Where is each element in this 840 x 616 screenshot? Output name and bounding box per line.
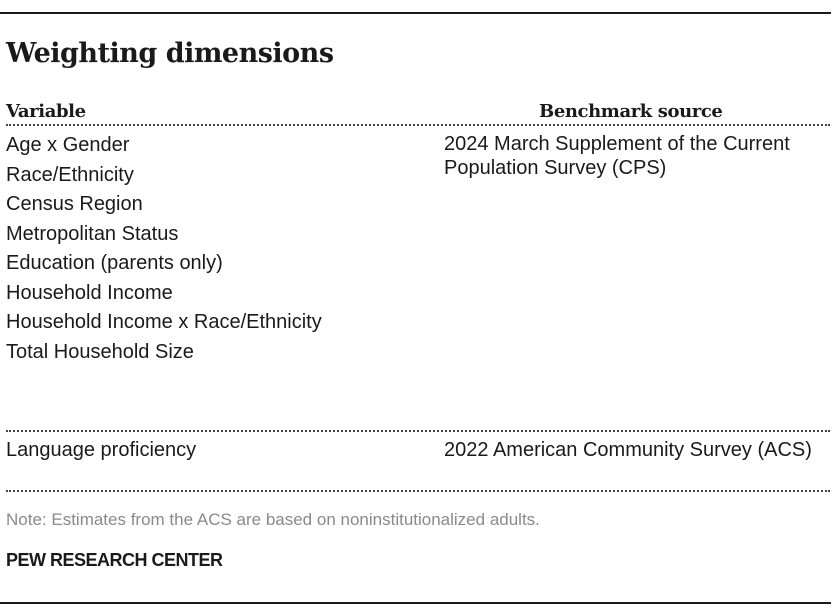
variable-item: Education (parents only) (6, 252, 223, 274)
variable-item: Language proficiency (6, 439, 197, 461)
variable-item: Census Region (6, 193, 143, 215)
group-divider (6, 430, 830, 432)
variable-item: Age x Gender (6, 134, 130, 156)
page-title: Weighting dimensions (6, 38, 334, 69)
header-divider (6, 124, 830, 126)
table-bottom-divider (6, 490, 830, 492)
variable-item: Metropolitan Status (6, 222, 179, 245)
variable-list-group-1: Age x Gender Race/Ethnicity Census Regio… (6, 131, 322, 367)
column-header-benchmark-source: Benchmark source (539, 101, 723, 122)
variable-item: Total Household Size (6, 340, 194, 363)
column-header-variable: Variable (6, 101, 86, 122)
benchmark-source-group-1: 2024 March Supplement of the Current Pop… (444, 133, 790, 179)
bottom-rule (0, 602, 831, 604)
variable-item: Race/Ethnicity (6, 163, 134, 186)
benchmark-source-group-2: 2022 American Community Survey (ACS) (444, 439, 812, 461)
variable-item: Household Income (6, 281, 173, 304)
variable-item: Household Income x Race/Ethnicity (6, 311, 322, 333)
organization-credit: PEW RESEARCH CENTER (6, 550, 223, 570)
top-rule (0, 12, 831, 14)
footnote: Note: Estimates from the ACS are based o… (6, 510, 540, 529)
